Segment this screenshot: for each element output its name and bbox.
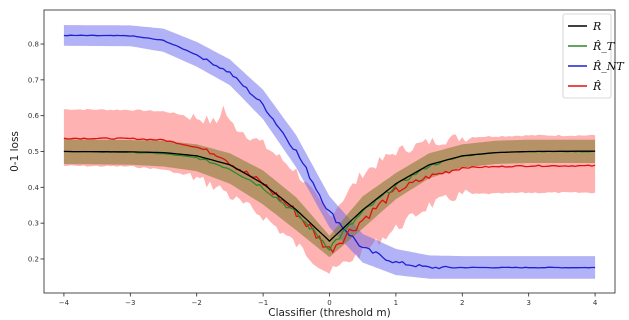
y-tick-label: 0.7 [28,76,39,84]
x-tick-label: 1 [394,299,398,307]
x-tick-label: 2 [460,299,464,307]
line-series-3 [63,137,596,254]
legend-label: R̂_NT [592,60,625,73]
series-lines [63,34,596,270]
y-tick-label: 0.2 [28,255,39,263]
x-tick-label: −1 [258,299,268,307]
x-tick-label: 3 [526,299,530,307]
legend-label: R̂ [592,80,601,93]
legend-box [562,13,612,99]
band-series-1 [63,139,596,258]
x-axis-title: Classifier (threshold m) [268,307,390,319]
x-tick-label: −2 [192,299,202,307]
x-axis-ticks: −4 −3 −2 −1 0 1 2 3 4 [59,293,598,307]
legend: R R̂_T R̂_NT R̂ [562,13,625,99]
x-tick-label: 0 [327,299,331,307]
y-axis-ticks: 0.2 0.3 0.4 0.5 0.6 0.7 0.8 [28,41,44,263]
line-series-0 [63,150,596,243]
x-tick-label: 4 [593,299,598,307]
y-tick-label: 0.8 [28,41,39,49]
x-tick-label: −4 [59,299,70,307]
y-tick-label: 0.4 [28,184,40,192]
x-tick-label: −3 [125,299,135,307]
y-axis-title: 0-1 loss [9,131,21,172]
line-series-2 [63,34,596,270]
y-tick-label: 0.5 [28,148,39,156]
y-tick-label: 0.3 [28,220,39,228]
legend-label: R̂_T [592,40,616,53]
y-tick-label: 0.6 [28,112,40,120]
legend-label: R [592,20,601,33]
